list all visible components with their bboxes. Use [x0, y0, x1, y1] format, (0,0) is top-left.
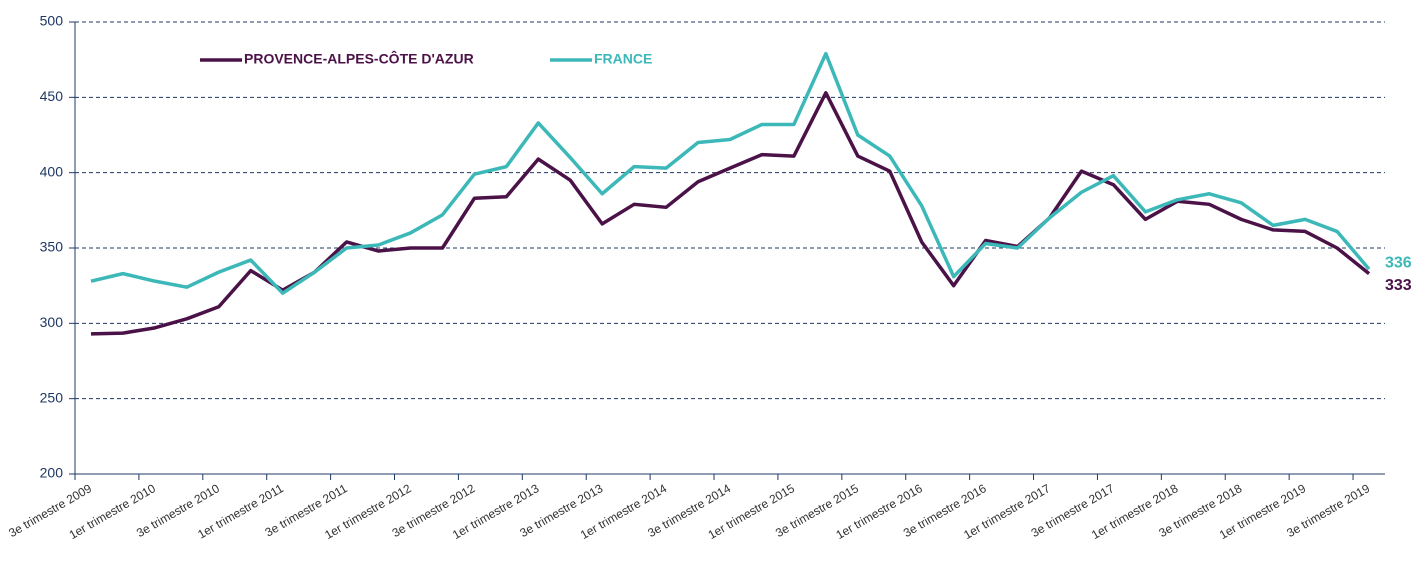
line	[90, 91, 1371, 336]
y-tick-label: 200	[40, 465, 64, 481]
end-label: 336	[1385, 254, 1412, 271]
y-tick-label: 450	[40, 88, 64, 104]
end-label: 333	[1385, 277, 1412, 294]
legend-label: PROVENCE-ALPES-CÔTE D'AZUR	[244, 50, 474, 67]
y-tick-label: 500	[40, 13, 64, 29]
y-tick-label: 400	[40, 163, 64, 179]
y-tick-label: 350	[40, 239, 64, 255]
line	[90, 51, 1371, 295]
y-tick-label: 250	[40, 389, 64, 405]
legend-label: FRANCE	[594, 51, 652, 67]
y-tick-label: 300	[40, 314, 64, 330]
